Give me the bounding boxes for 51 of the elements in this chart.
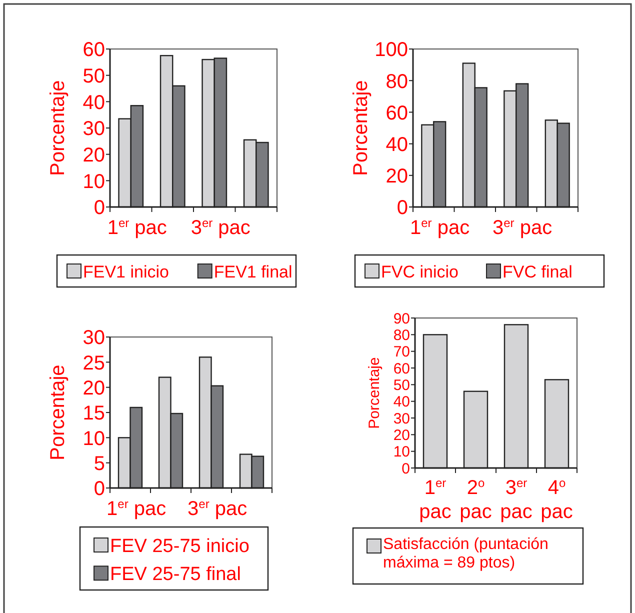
y-tick-label: 80 [386, 70, 408, 93]
y-tick-label: 30 [393, 410, 410, 428]
x-tick-label: 2$^{o}$ pac [460, 476, 492, 523]
legend-label: FEV 25-75 inicio [110, 536, 250, 557]
y-tick-label: 50 [82, 66, 105, 88]
x-tick-label: 1$^{er}$ pac [419, 476, 452, 523]
y-tick-label: 0 [94, 478, 105, 500]
y-tick-label: 80 [393, 327, 410, 344]
y-axis-title: Porcentaje [47, 80, 69, 176]
y-tick-label: 60 [82, 39, 105, 62]
y-tick-label: 70 [393, 344, 410, 361]
y-tick-label: 15 [82, 402, 105, 425]
y-tick-label: 20 [82, 144, 105, 167]
y-axis-title: Porcentaje [47, 364, 69, 460]
x-tick-label: 1$^{er}$ pac [107, 216, 167, 239]
y-axis-title: Porcentaje [366, 357, 383, 429]
y-tick-label: 0 [396, 197, 408, 220]
legend-label: Satisfacción (puntación máxima = 89 ptos) [383, 536, 548, 572]
y-tick-label: 30 [82, 118, 105, 140]
y-tick-label: 20 [393, 427, 410, 444]
y-tick-label: 5 [94, 453, 105, 476]
x-tick-label: 3$^{er}$ pac [500, 476, 532, 523]
y-tick-label: 20 [386, 166, 408, 188]
legend-label: FVC inicio [381, 262, 458, 282]
y-tick-label: 0 [402, 460, 410, 478]
y-tick-label: 60 [393, 360, 410, 378]
legend-label: FEV 25-75 final [110, 564, 241, 586]
y-axis-title: Porcentaje [350, 80, 372, 176]
y-tick-label: 10 [82, 428, 105, 450]
legend-label: FVC final [502, 262, 572, 282]
x-tick-label: 1$^{er}$ pac [410, 216, 470, 239]
y-tick-label: 90 [393, 310, 410, 328]
y-tick-label: 50 [393, 377, 410, 394]
y-tick-label: 30 [82, 327, 105, 350]
legend-label: FEV1 inicio [83, 262, 169, 282]
y-tick-label: 100 [374, 39, 408, 62]
y-tick-label: 60 [386, 102, 408, 124]
y-tick-label: 10 [82, 170, 105, 193]
x-tick-label: 3$^{er}$ pac [188, 497, 248, 520]
x-tick-label: 4$^{o}$ pac [540, 476, 573, 523]
y-tick-label: 40 [393, 394, 410, 411]
y-tick-label: 20 [82, 378, 105, 400]
x-tick-label: 1$^{er}$ pac [106, 497, 166, 520]
x-tick-label: 3$^{er}$ pac [492, 216, 552, 239]
legend-label: FEV1 final [214, 262, 292, 282]
y-tick-label: 10 [393, 444, 410, 461]
y-tick-label: 40 [386, 134, 408, 156]
y-tick-label: 40 [82, 92, 105, 114]
x-tick-label: 3$^{er}$ pac [190, 216, 250, 239]
y-tick-label: 0 [94, 197, 105, 220]
y-tick-label: 25 [82, 352, 105, 374]
